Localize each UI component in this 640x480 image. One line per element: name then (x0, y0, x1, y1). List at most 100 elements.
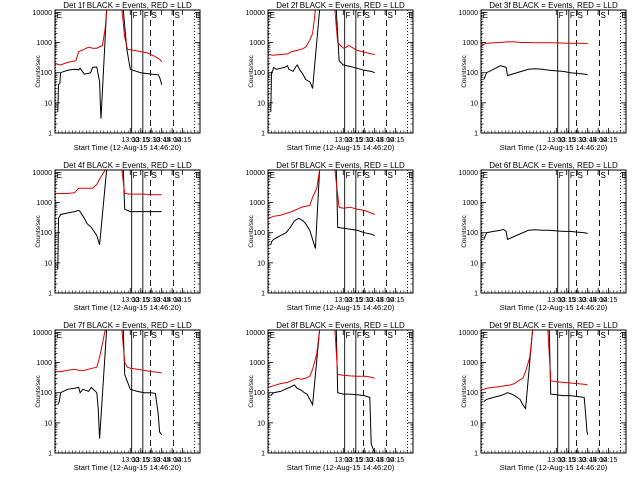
plot-frame (480, 9, 627, 134)
x-tick-label: 13:00 (548, 137, 566, 144)
event-marker-label: S (365, 11, 370, 20)
series-lld-line (268, 170, 375, 219)
event-marker-label: S (175, 11, 180, 20)
y-tick-label: 10000 (459, 10, 479, 17)
event-marker-label: F (346, 331, 351, 340)
event-marker-label: E (195, 171, 200, 180)
y-tick-label: 10000 (33, 330, 53, 337)
x-tick-label: 13:30 (355, 297, 373, 304)
plot-area (481, 170, 621, 293)
y-axis-label: Counts/sec (461, 374, 468, 407)
x-tick-label: 14:00 (589, 297, 607, 304)
x-tick-label: 14:00 (589, 457, 607, 464)
x-tick-label: 13:15 (132, 297, 150, 304)
series-lld-line (268, 330, 375, 388)
event-marker-label: S (152, 331, 157, 340)
y-tick-label: 10 (257, 100, 265, 107)
x-tick-label: 13:00 (122, 297, 140, 304)
series-events-line (270, 170, 375, 249)
plot-frame (267, 329, 414, 454)
chart-panel-8: Det 8f BLACK = Events, RED = LLD Counts/s… (246, 321, 414, 472)
y-tick-label: 1000 (462, 360, 478, 367)
event-marker-label: E (195, 11, 200, 20)
x-axis-label: Start Time (12-Aug-15 14:46:20) (500, 303, 608, 312)
y-tick-label: 10 (257, 420, 265, 427)
x-tick-label: 13:15 (558, 137, 576, 144)
event-marker-label: E (408, 331, 413, 340)
plot-frame (267, 9, 414, 134)
event-marker-label: S (365, 331, 370, 340)
event-marker-label: E (270, 331, 275, 340)
event-marker-label: F (559, 331, 564, 340)
y-axis-label: Counts/sec (248, 54, 255, 87)
event-marker-label: E (621, 11, 626, 20)
y-tick-label: 10000 (33, 170, 53, 177)
chart-panel-3: Det 3f BLACK = Events, RED = LLD Counts/s… (459, 1, 627, 152)
x-tick-label: 14:00 (376, 457, 394, 464)
x-tick-label: 13:30 (355, 457, 373, 464)
event-marker-label: F (357, 331, 362, 340)
x-tick-label: 14:00 (163, 137, 181, 144)
y-axis-label: Counts/sec (248, 374, 255, 407)
y-tick-label: 1000 (249, 40, 265, 47)
x-tick-label: 14:15 (600, 457, 618, 464)
series-events-line (57, 330, 163, 439)
event-marker-label: F (144, 331, 149, 340)
plot-area (268, 10, 408, 133)
y-tick-label: 10 (470, 260, 478, 267)
y-axis-label: Counts/sec (35, 374, 42, 407)
series-lld-line (481, 41, 588, 46)
x-tick-label: 13:00 (335, 297, 353, 304)
event-marker-label: S (388, 11, 393, 20)
plot-area (55, 10, 195, 133)
event-marker-label: F (133, 331, 138, 340)
y-tick-label: 100 (40, 230, 52, 237)
plot-area (55, 170, 195, 293)
y-tick-label: 1000 (36, 40, 52, 47)
x-axis-label: Start Time (12-Aug-15 14:46:20) (500, 143, 608, 152)
event-marker-label: S (388, 331, 393, 340)
x-axis-label: Start Time (12-Aug-15 14:46:20) (287, 463, 395, 472)
event-marker-label: S (152, 171, 157, 180)
y-tick-label: 100 (466, 230, 478, 237)
event-marker-label: E (483, 171, 488, 180)
chart-panel-6: Det 6f BLACK = Events, RED = LLD Counts/s… (459, 161, 627, 312)
x-tick-label: 13:00 (548, 297, 566, 304)
x-tick-label: 14:15 (174, 457, 192, 464)
y-axis-label: Counts/sec (248, 214, 255, 247)
y-tick-label: 100 (466, 70, 478, 77)
y-tick-label: 1 (261, 451, 265, 458)
series-events-line (57, 10, 163, 119)
y-tick-label: 10 (44, 420, 52, 427)
series-lld-line (55, 170, 162, 196)
x-tick-label: 13:45 (366, 457, 384, 464)
x-tick-label: 13:45 (153, 297, 171, 304)
x-tick-label: 14:00 (163, 297, 181, 304)
plot-frame (480, 169, 627, 294)
event-marker-label: E (621, 331, 626, 340)
y-tick-label: 1 (261, 131, 265, 138)
x-axis-label: Start Time (12-Aug-15 14:46:20) (74, 463, 182, 472)
x-tick-label: 13:15 (132, 137, 150, 144)
event-marker-label: F (570, 171, 575, 180)
chart-panel-7: Det 7f BLACK = Events, RED = LLD Counts/s… (33, 321, 201, 472)
chart-title: Det 6f BLACK = Events, RED = LLD (489, 161, 618, 170)
event-marker-label: F (133, 171, 138, 180)
y-tick-label: 10 (470, 420, 478, 427)
plot-area (481, 330, 621, 453)
plot-area (55, 330, 195, 453)
y-tick-label: 1 (48, 291, 52, 298)
series-lld-line (268, 10, 375, 56)
x-tick-label: 13:30 (142, 457, 160, 464)
x-tick-label: 13:45 (579, 457, 597, 464)
chart-title: Det 7f BLACK = Events, RED = LLD (63, 321, 192, 330)
event-marker-label: F (357, 171, 362, 180)
x-tick-label: 13:00 (335, 137, 353, 144)
y-tick-label: 10000 (246, 330, 266, 337)
y-tick-label: 1 (474, 131, 478, 138)
event-marker-label: E (57, 331, 62, 340)
event-marker-label: E (57, 11, 62, 20)
chart-title: Det 9f BLACK = Events, RED = LLD (489, 321, 618, 330)
x-tick-label: 14:15 (387, 457, 405, 464)
